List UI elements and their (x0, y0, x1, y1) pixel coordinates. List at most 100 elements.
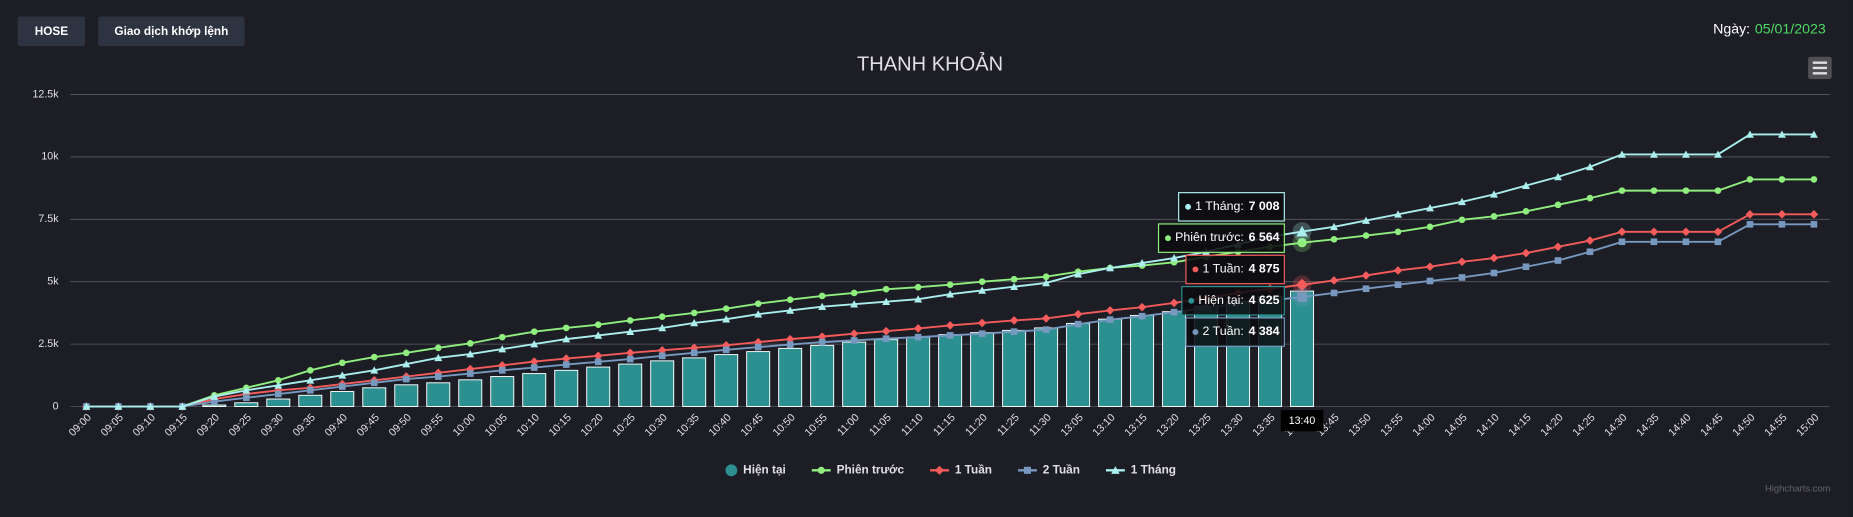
point-marker (338, 383, 346, 390)
exchange-button[interactable] (17, 16, 86, 47)
point-marker (1681, 150, 1690, 158)
column (874, 339, 899, 407)
menu-button[interactable] (1808, 56, 1832, 80)
point-marker (1746, 221, 1754, 228)
point-marker (1490, 269, 1498, 277)
point-marker (594, 331, 603, 339)
point-marker (1138, 312, 1146, 320)
column (234, 402, 259, 407)
tooltip-dot (1192, 266, 1199, 273)
column (554, 369, 579, 407)
legend-item[interactable]: 2 Tuần (1017, 462, 1080, 476)
point-marker (1073, 309, 1083, 319)
point-marker (1361, 271, 1371, 280)
column (522, 373, 547, 407)
column (746, 351, 771, 407)
tooltip-text: 1 Tuần: 4 875 (1203, 262, 1280, 276)
point-marker (1074, 320, 1082, 328)
column (1002, 329, 1027, 407)
point-marker (786, 306, 795, 314)
column (1162, 311, 1187, 407)
point-marker (1777, 210, 1787, 219)
point-marker (914, 333, 922, 341)
crosshair-label: 13:40 (1289, 415, 1316, 427)
tooltip: Phiên trước: 6 564 (1157, 223, 1285, 253)
point-marker (1394, 210, 1402, 218)
column (938, 334, 963, 407)
column (362, 387, 387, 407)
legend-item[interactable]: Hiện tại (725, 462, 786, 477)
menu-icon[interactable] (1812, 61, 1827, 75)
legend-item[interactable]: 1 Tháng (1105, 462, 1176, 476)
tooltip-box (1185, 317, 1285, 347)
legend-symbol (817, 466, 825, 474)
hover-marker (1297, 292, 1307, 302)
point-marker (1010, 275, 1018, 283)
point-marker (818, 302, 827, 310)
y-tick-label: 2.5k (38, 338, 59, 350)
point-marker (754, 310, 763, 318)
point-marker (1714, 238, 1722, 246)
point-marker (1778, 176, 1786, 183)
point-marker (1042, 273, 1050, 281)
point-marker (1522, 208, 1530, 215)
point-marker (1778, 221, 1786, 228)
point-marker (370, 366, 379, 374)
point-marker (1554, 172, 1562, 181)
point-marker (1490, 213, 1498, 220)
point-marker (1649, 227, 1659, 237)
mode-button[interactable] (98, 16, 245, 47)
hover-marker (1296, 225, 1308, 237)
point-marker (626, 317, 634, 324)
point-marker (946, 290, 955, 298)
point-marker (1650, 187, 1658, 194)
point-marker (210, 392, 219, 400)
point-marker (1009, 316, 1019, 325)
legend-symbol (725, 464, 738, 477)
point-marker (1138, 259, 1147, 267)
credits: Highcharts.com (1765, 484, 1831, 495)
point-marker (690, 309, 698, 317)
point-marker (1394, 281, 1402, 289)
tooltip-value: 4 875 (1249, 262, 1280, 276)
point-marker (562, 324, 570, 332)
point-marker (1106, 264, 1115, 272)
legend: Hiện tại Phiên trước 1 Tuần 2 Tuần 1 Tháng (725, 462, 1176, 476)
tooltip-text: Hiện tại: 4 625 (1198, 293, 1279, 307)
hover-marker (1297, 237, 1307, 248)
point-marker (690, 318, 699, 327)
point-marker (1682, 187, 1690, 194)
point-marker (178, 402, 187, 410)
point-marker (82, 402, 91, 410)
legend-symbol (934, 465, 945, 475)
exchange-button-label[interactable]: HOSE (35, 24, 69, 38)
point-marker (1522, 181, 1530, 189)
tooltip-text: 2 Tuần: 4 384 (1203, 324, 1280, 338)
tooltip-value: 4 384 (1249, 324, 1280, 338)
point-marker (1362, 232, 1370, 239)
point-marker (562, 335, 571, 343)
point-marker (626, 327, 635, 335)
point-marker (978, 330, 986, 337)
point-marker (1618, 238, 1626, 246)
point-marker (1394, 228, 1402, 236)
tooltip-text: 1 Tháng: 7 008 (1195, 199, 1280, 213)
point-marker (722, 346, 730, 354)
legend-item[interactable]: 1 Tuần (930, 462, 992, 476)
point-marker (1713, 150, 1722, 158)
point-marker (242, 386, 251, 394)
legend-item[interactable]: Phiên trước (811, 462, 905, 476)
point-marker (1169, 298, 1179, 308)
mode-button-label[interactable]: Giao dịch khớp lệnh (114, 24, 228, 38)
point-marker (1426, 223, 1434, 231)
point-marker (211, 398, 218, 405)
tooltip-value: 6 564 (1249, 230, 1280, 244)
point-marker (785, 334, 795, 344)
point-marker (402, 375, 410, 383)
point-marker (466, 340, 474, 347)
tooltip: Hiện tại: 4 625 (1181, 286, 1285, 316)
point-marker (1809, 210, 1819, 219)
point-marker (1330, 289, 1338, 297)
point-marker (1170, 308, 1178, 316)
point-marker (658, 323, 667, 332)
